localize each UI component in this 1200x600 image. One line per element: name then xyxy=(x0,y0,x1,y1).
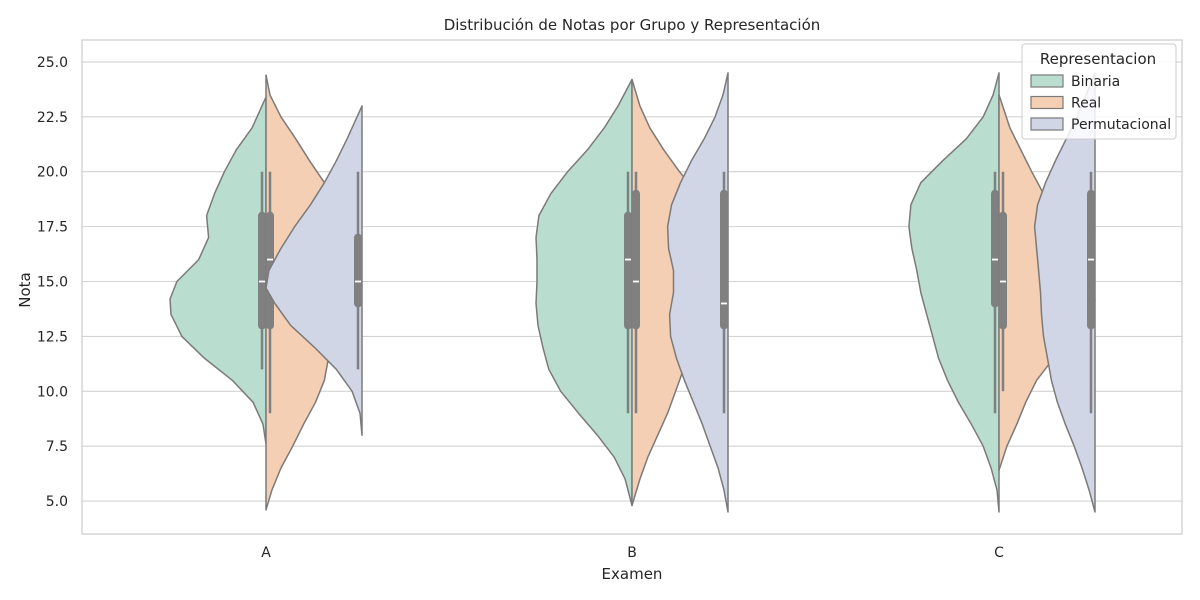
y-tick-label: 5.0 xyxy=(46,494,68,510)
y-tick-label: 25.0 xyxy=(37,55,68,71)
legend-swatch-binaria xyxy=(1030,74,1064,88)
legend-label-real: Real xyxy=(1071,96,1101,112)
violins xyxy=(169,72,1096,513)
x-tick-labels: A B C xyxy=(261,545,1004,561)
y-tick-label: 20.0 xyxy=(37,165,68,181)
x-tick-label: A xyxy=(261,545,271,561)
legend-title: Representacion xyxy=(1040,50,1156,68)
violin-binaria-b xyxy=(535,78,633,507)
y-tick-label: 15.0 xyxy=(37,275,68,291)
legend: Representacion Binaria Real Permutacional xyxy=(1021,43,1177,140)
legend-swatch-permutacional xyxy=(1030,117,1064,131)
x-tick-label: B xyxy=(627,545,637,561)
y-tick-label: 12.5 xyxy=(37,329,68,345)
y-axis-label: Nota xyxy=(16,272,34,307)
y-tick-label: 22.5 xyxy=(37,110,68,126)
chart-title: Distribución de Notas por Grupo y Repres… xyxy=(444,16,821,34)
legend-label-permutacional: Permutacional xyxy=(1071,117,1171,133)
y-tick-label: 17.5 xyxy=(37,220,68,236)
legend-swatch-real xyxy=(1030,95,1064,110)
y-tick-labels: 5.0 7.5 10.0 12.5 15.0 17.5 20.0 22.5 25.0 xyxy=(37,55,68,510)
violin-binaria-c xyxy=(908,72,1000,513)
legend-entries: Binaria Real Permutacional xyxy=(1030,74,1171,133)
plot-frame xyxy=(81,39,1183,535)
legend-label-binaria: Binaria xyxy=(1071,74,1120,90)
violin-permutacional-a xyxy=(265,105,363,436)
legend-box xyxy=(1021,43,1177,140)
y-tick-label: 10.0 xyxy=(37,384,68,400)
x-axis-label: Examen xyxy=(602,565,663,583)
y-tick-label: 7.5 xyxy=(46,439,68,455)
x-tick-label: C xyxy=(994,545,1004,561)
violin-permutacional-b xyxy=(666,72,729,513)
violin-binaria-a xyxy=(169,96,267,445)
